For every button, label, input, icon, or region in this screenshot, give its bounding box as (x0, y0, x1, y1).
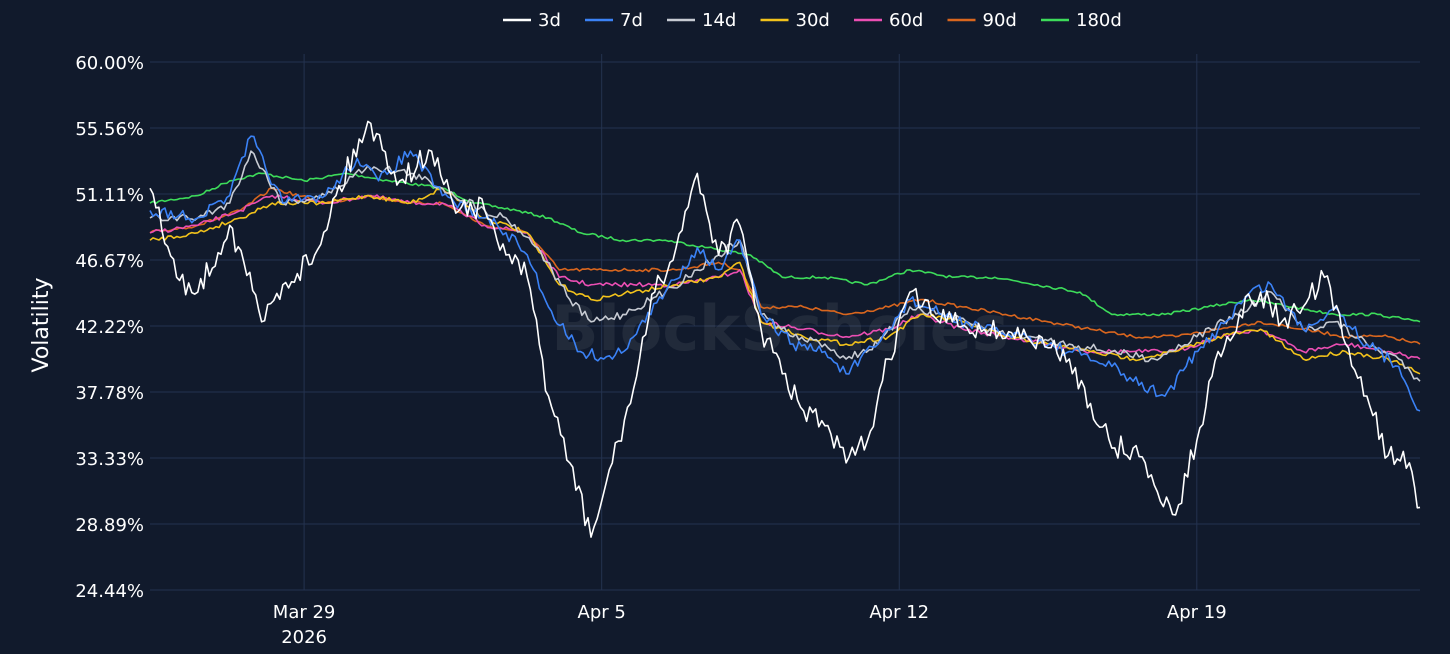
x-tick-sublabel: 2026 (281, 627, 327, 648)
x-tick-label: Mar 29 (273, 602, 336, 623)
legend-label-30d: 30d (796, 10, 830, 31)
legend: 3d 7d 14d 30d 60d 90d 180d (503, 10, 1122, 31)
y-tick-label: 28.89% (75, 515, 144, 536)
series-lines (149, 120, 1421, 538)
y-tick-label: 51.11% (75, 185, 144, 206)
x-tick-label: Apr 5 (578, 602, 626, 623)
series-line-3d (149, 120, 1421, 538)
y-tick-label: 55.56% (75, 119, 144, 140)
x-tick-label: Apr 19 (1167, 602, 1227, 623)
x-tick-label: Apr 12 (869, 602, 929, 623)
legend-label-180d: 180d (1076, 10, 1122, 31)
legend-label-90d: 90d (983, 10, 1017, 31)
y-tick-label: 60.00% (75, 53, 144, 74)
series-line-14d (149, 150, 1421, 382)
y-axis-ticks: 60.00% 55.56% 51.11% 46.67% 42.22% 37.78% 33.3… (75, 53, 144, 602)
series-line-180d (149, 172, 1421, 323)
legend-label-14d: 14d (702, 10, 736, 31)
y-axis-label: Volatility (29, 277, 54, 372)
y-tick-label: 42.22% (75, 317, 144, 338)
x-axis-ticks: Mar 29 2026 Apr 5 Apr 12 Apr 19 (273, 602, 1227, 648)
y-tick-label: 37.78% (75, 383, 144, 404)
y-tick-label: 24.44% (75, 581, 144, 602)
y-tick-label: 33.33% (75, 449, 144, 470)
legend-label-7d: 7d (620, 10, 643, 31)
legend-label-60d: 60d (889, 10, 923, 31)
y-tick-label: 46.67% (75, 251, 144, 272)
series-line-7d (149, 135, 1421, 412)
legend-label-3d: 3d (538, 10, 561, 31)
